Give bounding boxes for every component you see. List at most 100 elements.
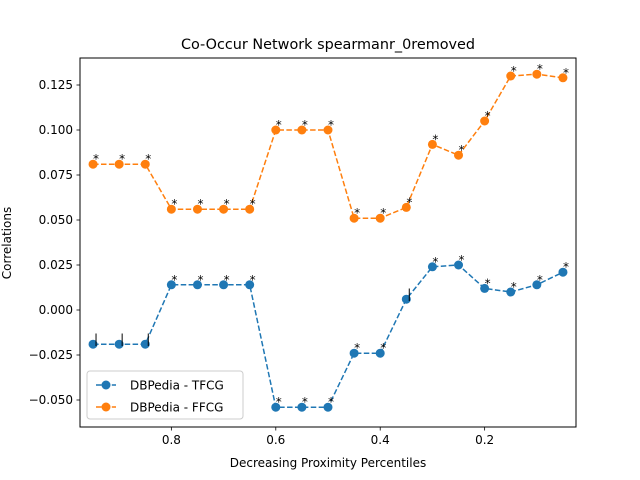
data-point <box>532 280 542 290</box>
data-point <box>480 283 490 293</box>
data-point <box>349 213 359 223</box>
significance-marker: * <box>276 395 282 409</box>
significance-marker: * <box>119 152 125 166</box>
significance-marker: | <box>146 332 150 346</box>
y-tick-label: 0.050 <box>39 213 73 227</box>
data-point <box>219 280 229 290</box>
significance-marker: * <box>145 152 151 166</box>
data-point <box>454 260 464 270</box>
data-point <box>558 267 568 277</box>
data-point <box>323 125 333 135</box>
data-point <box>192 204 202 214</box>
legend-label-ffcg: DBPedia - FFCG <box>130 401 223 415</box>
significance-marker: | <box>120 332 124 346</box>
significance-marker: * <box>224 273 230 287</box>
significance-marker: * <box>459 143 465 157</box>
significance-marker: * <box>563 260 569 274</box>
significance-marker: * <box>380 206 386 220</box>
y-tick-label: 0.000 <box>39 303 73 317</box>
significance-marker: * <box>328 395 334 409</box>
data-point <box>506 71 516 81</box>
significance-marker: * <box>459 253 465 267</box>
data-point <box>166 204 176 214</box>
data-point <box>245 204 255 214</box>
significance-marker: * <box>328 118 334 132</box>
legend-box <box>86 370 244 420</box>
data-point <box>219 204 229 214</box>
y-tick-label: 0.100 <box>39 123 73 137</box>
data-point <box>166 280 176 290</box>
data-point <box>140 159 150 169</box>
axes-ticks: 0.8 0.6 0.4 0.2 −0.050 −0.025 0.000 0.025 0.050 0… <box>29 78 495 447</box>
x-tick-label: 0.4 <box>371 433 390 447</box>
data-point <box>192 280 202 290</box>
y-tick-label: 0.075 <box>39 168 73 182</box>
data-point <box>558 73 568 83</box>
data-point <box>245 280 255 290</box>
significance-marker: * <box>406 195 412 209</box>
data-point <box>427 139 437 149</box>
data-point <box>88 339 98 349</box>
significance-marker: * <box>354 341 360 355</box>
significance-marker: | <box>94 332 98 346</box>
legend-label-tfcg: DBPedia - TFCG <box>130 379 224 393</box>
significance-marker: | <box>407 287 411 301</box>
series-line-1 <box>93 73 564 219</box>
significance-marker: * <box>276 118 282 132</box>
significance-marker: * <box>537 62 543 76</box>
significance-marker: * <box>224 197 230 211</box>
data-point <box>271 125 281 135</box>
significance-marker: * <box>302 118 308 132</box>
significance-marker: * <box>354 206 360 220</box>
significance-marker: * <box>485 276 491 290</box>
data-point <box>506 287 516 297</box>
y-tick-label: 0.025 <box>39 258 73 272</box>
y-tick-label: −0.025 <box>29 348 73 362</box>
x-axis-label: Decreasing Proximity Percentiles <box>230 456 426 470</box>
x-tick-label: 0.2 <box>475 433 494 447</box>
x-tick-label: 0.6 <box>266 433 285 447</box>
data-point <box>349 348 359 358</box>
y-axis-label: Correlations <box>0 207 14 279</box>
chart-title: Co-Occur Network spearmanr_0removed <box>181 37 475 53</box>
legend-marker-tfcg <box>101 380 111 390</box>
significance-marker: * <box>302 395 308 409</box>
data-point <box>297 402 307 412</box>
y-tick-label: 0.125 <box>39 78 73 92</box>
significance-marker: * <box>171 273 177 287</box>
data-point <box>271 402 281 412</box>
x-tick-label: 0.8 <box>162 433 181 447</box>
data-point <box>532 69 542 79</box>
y-tick-label: −0.050 <box>29 393 73 407</box>
legend-marker-ffcg <box>101 402 111 412</box>
data-point <box>375 348 385 358</box>
data-point <box>375 213 385 223</box>
data-point <box>454 150 464 160</box>
significance-marker: * <box>171 197 177 211</box>
data-point <box>323 402 333 412</box>
significance-marker: * <box>380 341 386 355</box>
significance-marker: * <box>432 255 438 269</box>
data-point <box>297 125 307 135</box>
significance-marker: * <box>485 109 491 123</box>
plot-frame <box>79 57 577 428</box>
significance-marker: * <box>197 197 203 211</box>
significance-marker: * <box>197 273 203 287</box>
significance-marker: * <box>511 280 517 294</box>
data-point <box>401 202 411 212</box>
significance-marker: * <box>563 66 569 80</box>
data-point <box>114 339 124 349</box>
data-point <box>480 116 490 126</box>
significance-marker: * <box>93 152 99 166</box>
series-layer: | | | * * * * * * * * * | * * * * * * * * * * * * * * * * * * * * * * * * * <box>88 62 569 412</box>
data-point <box>140 339 150 349</box>
significance-marker: * <box>432 132 438 146</box>
legend: DBPedia - TFCG DBPedia - FFCG <box>86 370 244 420</box>
significance-marker: * <box>250 197 256 211</box>
significance-marker: * <box>511 64 517 78</box>
significance-marker: * <box>250 273 256 287</box>
data-point <box>88 159 98 169</box>
significance-marker: * <box>537 273 543 287</box>
data-point <box>401 294 411 304</box>
